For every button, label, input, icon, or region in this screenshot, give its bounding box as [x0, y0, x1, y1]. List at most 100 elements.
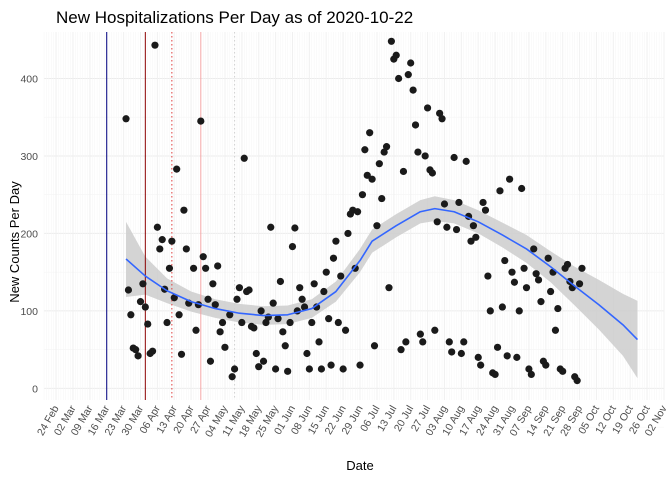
data-point — [547, 287, 555, 296]
data-point — [127, 311, 135, 319]
data-point — [165, 264, 174, 272]
data-point — [481, 206, 490, 214]
data-point — [385, 284, 393, 292]
data-point — [288, 243, 297, 251]
data-point — [358, 191, 367, 199]
data-point — [279, 328, 287, 336]
data-point — [209, 280, 217, 288]
data-point — [354, 208, 362, 216]
data-point — [284, 367, 292, 375]
data-point — [296, 284, 304, 292]
data-point — [218, 318, 227, 327]
data-point — [474, 353, 482, 361]
data-point — [573, 377, 581, 385]
data-point — [542, 361, 550, 369]
data-point — [380, 148, 388, 156]
data-point — [267, 223, 275, 231]
data-point — [503, 352, 511, 360]
data-point — [423, 104, 432, 112]
data-point — [559, 367, 567, 375]
data-point — [518, 184, 526, 193]
data-point — [334, 318, 342, 327]
data-point — [363, 171, 371, 179]
data-point — [530, 245, 538, 253]
data-point — [491, 370, 499, 379]
y-axis-label: New Counts Per Day — [7, 181, 22, 303]
data-point — [329, 254, 338, 262]
data-point — [182, 245, 190, 253]
data-point — [469, 222, 478, 230]
data-point — [202, 264, 210, 272]
data-point — [472, 233, 480, 241]
data-point — [578, 264, 586, 272]
data-point — [163, 318, 171, 327]
data-point — [440, 200, 449, 208]
data-point — [204, 295, 212, 303]
data-point — [170, 294, 178, 302]
data-point — [527, 370, 535, 379]
data-point — [402, 338, 410, 346]
grid — [43, 32, 665, 428]
data-point — [515, 307, 523, 315]
data-point — [206, 357, 215, 365]
data-point — [168, 237, 176, 245]
data-point — [452, 225, 461, 234]
data-point — [462, 157, 470, 165]
data-point — [419, 338, 427, 346]
data-point — [252, 349, 260, 358]
data-point — [370, 342, 379, 350]
data-point — [416, 330, 424, 338]
smooth-line — [125, 207, 639, 341]
data-point — [421, 152, 429, 160]
data-point — [262, 318, 270, 327]
data-point — [436, 109, 444, 117]
data-point — [554, 304, 562, 313]
data-point — [276, 277, 285, 286]
data-point — [534, 276, 543, 284]
y-tick-label: 200 — [20, 228, 38, 240]
data-point — [457, 349, 465, 358]
data-point — [520, 264, 528, 272]
data-point — [141, 303, 149, 311]
chart-title: New Hospitalizations Per Day as of 2020-… — [56, 8, 413, 27]
data-point — [153, 223, 161, 231]
data-point — [501, 256, 509, 265]
data-point — [240, 154, 248, 162]
data-point — [484, 272, 492, 280]
data-point — [281, 342, 289, 350]
data-point — [373, 222, 381, 230]
data-point — [368, 175, 376, 183]
data-point — [233, 295, 241, 303]
data-point — [228, 373, 236, 381]
data-point — [356, 361, 364, 369]
data-point — [124, 286, 133, 294]
data-point — [339, 365, 347, 373]
data-point — [375, 160, 383, 168]
data-point — [211, 301, 219, 309]
data-point — [122, 115, 130, 123]
data-point — [544, 254, 552, 262]
data-point — [431, 326, 439, 334]
data-point — [139, 280, 147, 288]
data-point — [332, 237, 340, 245]
y-tick-label: 300 — [20, 151, 38, 163]
data-point — [199, 253, 207, 261]
data-point — [173, 165, 181, 173]
data-point — [498, 303, 506, 311]
data-point — [551, 326, 560, 334]
data-point — [313, 303, 321, 311]
data-point — [303, 349, 311, 358]
data-point — [510, 278, 519, 286]
data-point — [269, 299, 277, 307]
data-point — [486, 307, 494, 315]
y-tick-labels: 0 100 200 300 400 — [20, 73, 38, 395]
data-point — [382, 143, 391, 151]
data-point — [226, 311, 234, 319]
data-point — [467, 237, 475, 245]
data-point — [448, 348, 456, 356]
data-point — [245, 286, 253, 294]
data-point — [238, 318, 246, 327]
data-point — [180, 206, 188, 214]
y-tick-label: 0 — [32, 383, 38, 395]
